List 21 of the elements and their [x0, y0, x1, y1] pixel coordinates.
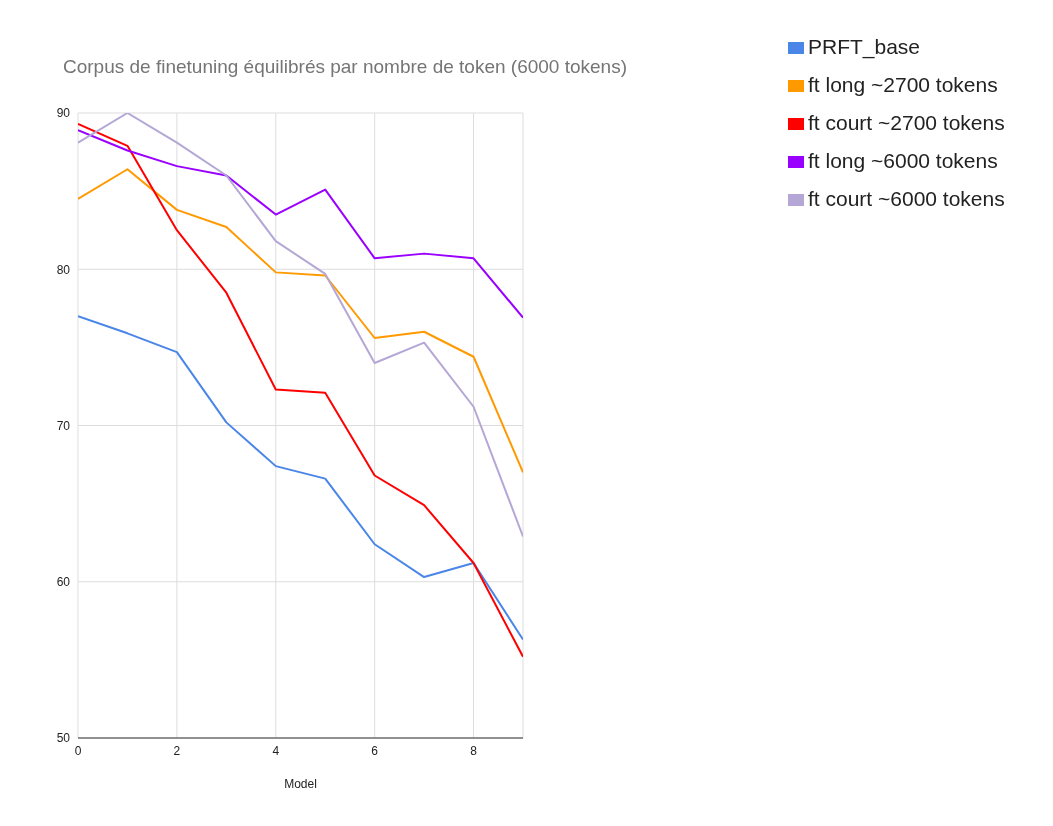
x-tick-label: 8: [470, 743, 478, 758]
legend-label: ft long ~2700 tokens: [808, 73, 998, 96]
x-tick-label: 6: [371, 743, 379, 758]
chart-title: Corpus de finetuning équilibrés par nombre de token (6000 tokens): [63, 56, 628, 78]
y-tick-label: 80: [56, 262, 71, 277]
legend-label: ft court ~6000 tokens: [808, 187, 1005, 210]
line-series: [78, 315, 523, 641]
legend-label: ft long ~6000 tokens: [808, 149, 998, 172]
line-series: [78, 129, 523, 319]
line-series: [78, 168, 523, 474]
line-series: [78, 122, 523, 658]
x-tick-label: 4: [272, 743, 280, 758]
y-tick-label: 60: [56, 575, 71, 590]
y-tick-label: 90: [56, 106, 71, 121]
y-tick-label: 70: [56, 418, 71, 433]
x-tick-label: 0: [74, 743, 82, 758]
legend-label: PRFT_base: [808, 35, 921, 58]
x-axis-title: Model: [284, 777, 317, 791]
y-tick-label: 50: [56, 731, 71, 746]
x-tick-label: 2: [173, 743, 181, 758]
legend-label: ft court ~2700 tokens: [808, 111, 1005, 134]
